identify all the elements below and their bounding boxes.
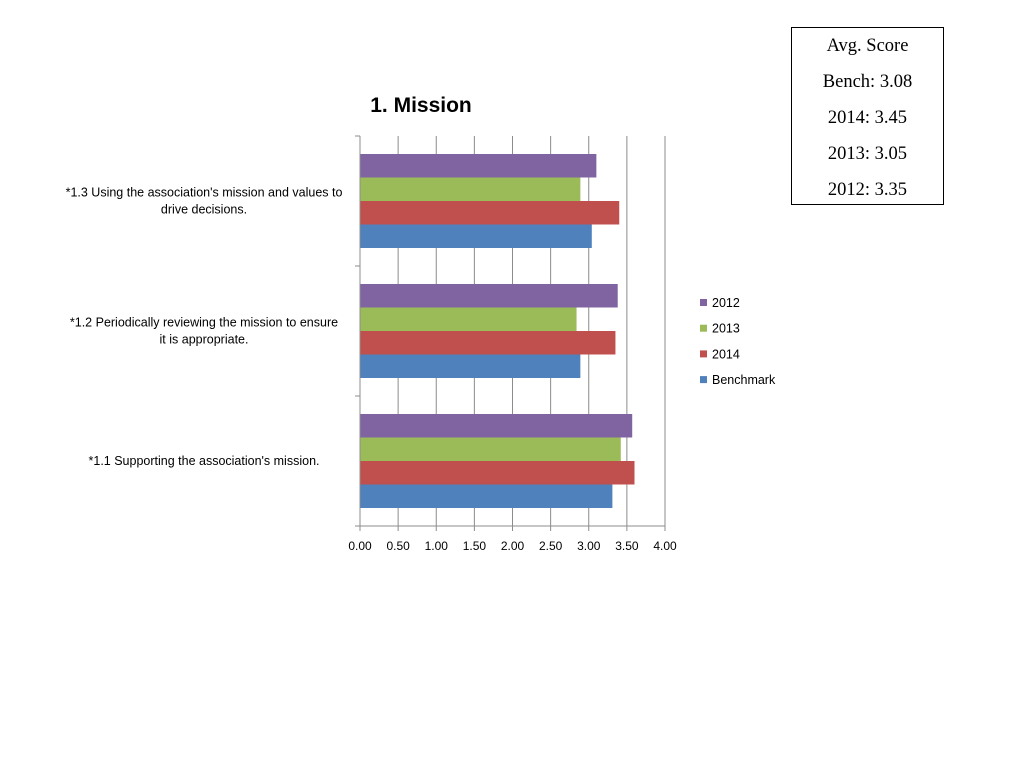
bar-2012 — [360, 284, 618, 308]
x-tick-label: 1.00 — [425, 539, 449, 553]
axes: 0.00 0.50 1.00 1.50 2.00 2.50 3.00 3.50 4.00 — [348, 135, 677, 553]
legend-label: 2014 — [712, 347, 740, 361]
legend-swatch — [700, 324, 707, 332]
category-label: *1.1 Supporting the association's missio… — [89, 454, 320, 468]
legend-label: 2012 — [712, 296, 740, 310]
bar-2012 — [360, 414, 633, 438]
x-tick-label: 4.00 — [653, 539, 677, 553]
legend-swatch — [700, 376, 707, 384]
bar-2014 — [360, 201, 620, 225]
bars — [360, 154, 635, 508]
x-tick-label: 0.00 — [348, 539, 372, 553]
bar-2014 — [360, 461, 635, 485]
legend: 2012 2013 2014 Benchmark — [700, 296, 776, 387]
category-label: *1.2 Periodically reviewing the mission … — [70, 316, 338, 347]
bar-2014 — [360, 331, 616, 355]
bar-2012 — [360, 154, 597, 178]
bar-2013 — [360, 437, 621, 461]
x-tick-label: 1.50 — [463, 539, 487, 553]
chart-title: 1. Mission — [370, 94, 472, 117]
x-tick-label: 2.50 — [539, 539, 563, 553]
average-score-box: Avg. Score Bench: 3.08 2014: 3.45 2013: … — [791, 27, 944, 205]
bar-2013 — [360, 177, 581, 201]
x-tick-label: 0.50 — [386, 539, 410, 553]
legend-label: 2013 — [712, 322, 740, 336]
x-tick-label: 2.00 — [501, 539, 525, 553]
bar-benchmark — [360, 484, 613, 508]
score-2014: 2014: 3.45 — [827, 108, 908, 128]
legend-swatch — [700, 299, 707, 306]
x-tick-label: 3.00 — [577, 539, 601, 553]
score-2012: 2012: 3.35 — [827, 180, 908, 200]
category-labels: *1.1 Supporting the association's missio… — [66, 186, 343, 469]
legend-label: Benchmark — [712, 373, 776, 387]
score-box-heading: Avg. Score — [826, 36, 909, 56]
score-benchmark: Bench: 3.08 — [822, 72, 913, 92]
bar-2013 — [360, 307, 577, 331]
bar-benchmark — [360, 354, 581, 378]
x-tick-label: 3.50 — [615, 539, 639, 553]
score-2013: 2013: 3.05 — [827, 144, 908, 164]
bar-benchmark — [360, 224, 592, 248]
category-label: *1.3 Using the association's mission and… — [66, 186, 343, 217]
legend-swatch — [700, 350, 707, 358]
